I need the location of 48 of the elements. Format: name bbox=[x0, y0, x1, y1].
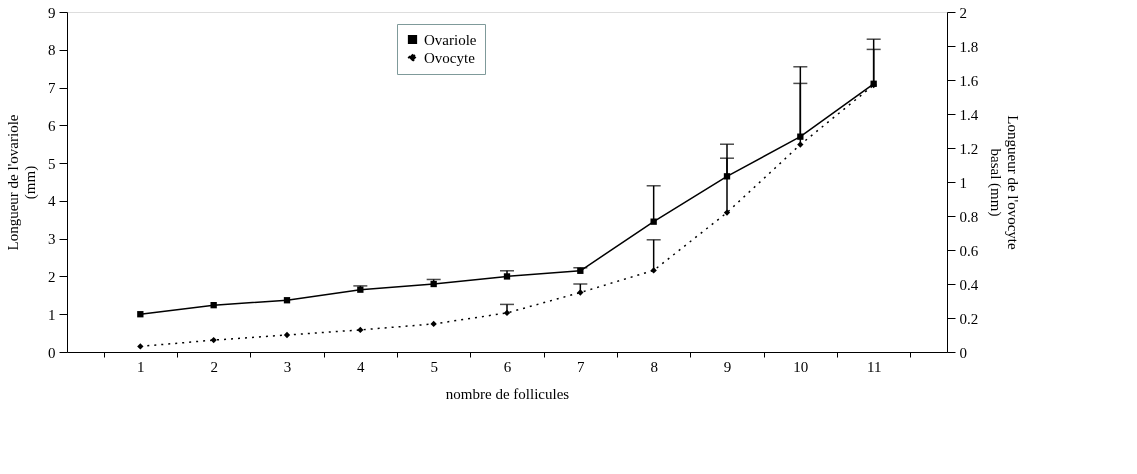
point bbox=[137, 311, 144, 318]
point bbox=[137, 343, 144, 350]
y2-tick-label: 0 bbox=[959, 344, 967, 361]
y-tick-label: 1 bbox=[48, 306, 56, 323]
y2-axis-title: Longueur de l'ovocyte basal (mm) bbox=[987, 115, 1022, 250]
y2-tick-label: 0.8 bbox=[959, 208, 979, 225]
y2-tick-label: 1 bbox=[959, 174, 967, 191]
y2-tick-label: 1.6 bbox=[959, 72, 979, 89]
point bbox=[283, 331, 291, 339]
x-tick-label: 10 bbox=[793, 358, 809, 375]
y2-tick-label: 0.6 bbox=[959, 242, 979, 259]
y-tick-label: 9 bbox=[48, 4, 56, 21]
y-tick-label: 8 bbox=[48, 42, 56, 59]
legend-label: Ovariole bbox=[424, 31, 477, 48]
x-tick-label: 11 bbox=[866, 358, 882, 375]
x-axis-title: nombre de follicules bbox=[445, 385, 570, 402]
y2-tick-label: 0.2 bbox=[959, 310, 979, 327]
y-axis-title: Longueur de l'ovariole (mm) bbox=[5, 114, 39, 251]
point bbox=[210, 301, 217, 309]
point bbox=[503, 309, 511, 317]
x-tick-label: 7 bbox=[577, 358, 586, 375]
x-tick-label: 9 bbox=[723, 358, 732, 375]
y2-tick-label: 1.2 bbox=[959, 140, 979, 157]
point bbox=[650, 267, 657, 274]
y-tick-label: 7 bbox=[48, 80, 56, 97]
y-tick-label: 0 bbox=[48, 344, 56, 361]
y-tick-label: 4 bbox=[48, 193, 56, 210]
x-tick-label: 1 bbox=[137, 358, 145, 375]
x-tick-label: 3 bbox=[283, 358, 292, 375]
x-tick-label: 8 bbox=[650, 358, 658, 375]
y2-tick-label: 1.8 bbox=[959, 38, 979, 55]
point bbox=[210, 336, 217, 344]
point bbox=[797, 141, 804, 148]
x-tick-label: 2 bbox=[210, 358, 218, 375]
point bbox=[357, 326, 364, 334]
x-tick-label: 6 bbox=[503, 358, 512, 375]
point bbox=[283, 297, 291, 304]
point bbox=[430, 320, 437, 328]
y2-tick-label: 0.4 bbox=[959, 276, 979, 293]
y2-tick-label: 2 bbox=[959, 4, 967, 21]
y-tick-label: 2 bbox=[48, 268, 56, 285]
x-tick-label: 4 bbox=[357, 358, 366, 375]
x-tick-label: 5 bbox=[430, 358, 438, 375]
y-tick-label: 5 bbox=[48, 155, 56, 172]
legend-label: Ovocyte bbox=[424, 49, 476, 66]
y2-tick-label: 1.4 bbox=[959, 106, 979, 123]
y-tick-label: 6 bbox=[48, 117, 56, 134]
y-tick-label: 3 bbox=[48, 231, 56, 248]
